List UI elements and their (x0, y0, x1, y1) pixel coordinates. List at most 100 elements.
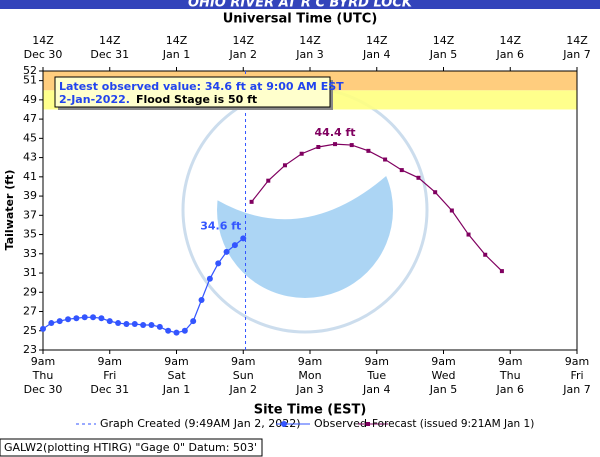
observed-point (165, 327, 172, 334)
y-tick-label: 29 (23, 285, 37, 298)
legend-label: Observed (314, 417, 367, 430)
y-tick-label: 37 (23, 208, 37, 221)
forecast-point (316, 145, 321, 150)
forecast-point (466, 232, 471, 237)
observed-point (206, 275, 213, 282)
x2-tick-label: Jan 1 (162, 48, 190, 61)
x-tick-label: 9am (164, 355, 188, 368)
x-axis-title: Site Time (EST) (254, 403, 367, 418)
x-tick-label: Jan 7 (562, 383, 590, 396)
y-tick-label: 27 (23, 305, 37, 318)
watermark (181, 86, 429, 334)
y-tick-label: 47 (23, 112, 37, 125)
x2-tick-label: Jan 6 (496, 48, 524, 61)
forecast-point (399, 168, 404, 173)
x-tick-label: Jan 1 (162, 383, 190, 396)
observed-point (190, 318, 197, 325)
x2-tick-label: 14Z (566, 34, 588, 47)
forecast-point (433, 190, 438, 195)
observed-point (140, 321, 147, 328)
x-tick-label: 9am (298, 355, 322, 368)
observed-point (123, 321, 130, 328)
legend-swatch (281, 421, 287, 427)
forecast-point (349, 143, 354, 148)
observed-point (73, 315, 80, 322)
info-box (54, 76, 331, 108)
crest-label: 44.4 ft (315, 126, 356, 139)
legend-label: Forecast (issued 9:21AM Jan 1) (372, 418, 534, 430)
observed-point (65, 316, 72, 323)
forecast-point (416, 175, 421, 180)
observed-point (173, 329, 180, 336)
observed-point (40, 325, 46, 332)
forecast-point (282, 163, 287, 168)
x-tick-label: 9am (231, 355, 255, 368)
legend-label: Graph Created (9:49AM Jan 2, 2022) (100, 417, 301, 430)
x-tick-label: Jan 4 (362, 383, 390, 396)
info-text: 2-Jan-2022. Flood Stage is 50 ft (59, 93, 257, 106)
x2-tick-label: 14Z (433, 34, 455, 47)
x-tick-label: 9am (431, 355, 455, 368)
x-tick-label: Mon (298, 369, 321, 382)
title-bar (0, 0, 600, 9)
observed-point (198, 296, 205, 303)
forecast-point (266, 178, 271, 183)
x2-tick-label: 14Z (99, 34, 121, 47)
legend-swatch (366, 422, 370, 426)
x2-tick-label: 14Z (299, 34, 321, 47)
observed-point (148, 321, 155, 328)
x-tick-label: Fri (570, 369, 583, 382)
y-tick-label: 49 (23, 93, 37, 106)
y-axis-title: Tailwater (ft) (3, 170, 16, 251)
info-text: Latest observed value: 34.6 ft at 9:00 A… (59, 80, 344, 93)
observed-point (215, 260, 222, 267)
x-tick-label: Jan 6 (496, 383, 524, 396)
x-tick-label: Fri (103, 369, 116, 382)
observed-point (56, 318, 63, 325)
observed-point (223, 248, 230, 255)
y-tick-label: 35 (23, 228, 37, 241)
forecast-point (366, 148, 371, 153)
y-tick-label: 43 (23, 151, 37, 164)
observed-point (115, 320, 122, 327)
observed-point (98, 315, 105, 322)
observed-point (106, 318, 113, 325)
chart-title: OHIO RIVER AT R C BYRD LOCK (188, 0, 413, 11)
info-text-part: Flood Stage is 50 ft (136, 93, 257, 106)
observed-point (156, 323, 163, 330)
forecast-point (483, 252, 488, 257)
x-tick-label: Tue (366, 369, 386, 382)
x-tick-label: 9am (98, 355, 122, 368)
forecast-point (383, 157, 388, 162)
x2-tick-label: Jan 5 (429, 48, 457, 61)
x-tick-label: Jan 3 (295, 383, 323, 396)
x-tick-label: Thu (32, 369, 54, 382)
x-tick-label: Dec 31 (90, 383, 129, 396)
forecast-point (499, 269, 504, 274)
x2-tick-label: Dec 31 (90, 48, 129, 61)
observed-point (90, 314, 97, 321)
footer-box (0, 438, 263, 457)
x2-tick-label: 14Z (499, 34, 521, 47)
x-tick-label: Sat (167, 369, 186, 382)
x2-tick-label: Jan 7 (562, 48, 590, 61)
y-tick-label: 31 (23, 266, 37, 279)
x2-tick-label: Jan 3 (295, 48, 323, 61)
forecast-point (299, 151, 304, 156)
x2-tick-label: 14Z (366, 34, 388, 47)
y-tick-label: 33 (23, 247, 37, 260)
x-tick-label: Sun (233, 369, 254, 382)
observed-point (48, 320, 55, 327)
observed-point (131, 321, 138, 328)
x-tick-label: 9am (498, 355, 522, 368)
series-line (251, 143, 503, 272)
top-axis-title: Universal Time (UTC) (223, 12, 378, 27)
observed-point (181, 327, 188, 334)
y-tick-label: 45 (23, 131, 37, 144)
x-tick-label: Dec 30 (24, 383, 63, 396)
observed-point (81, 314, 88, 321)
x-tick-label: Jan 2 (229, 383, 257, 396)
y-tick-label: 39 (23, 189, 37, 202)
observed-point (231, 242, 238, 249)
